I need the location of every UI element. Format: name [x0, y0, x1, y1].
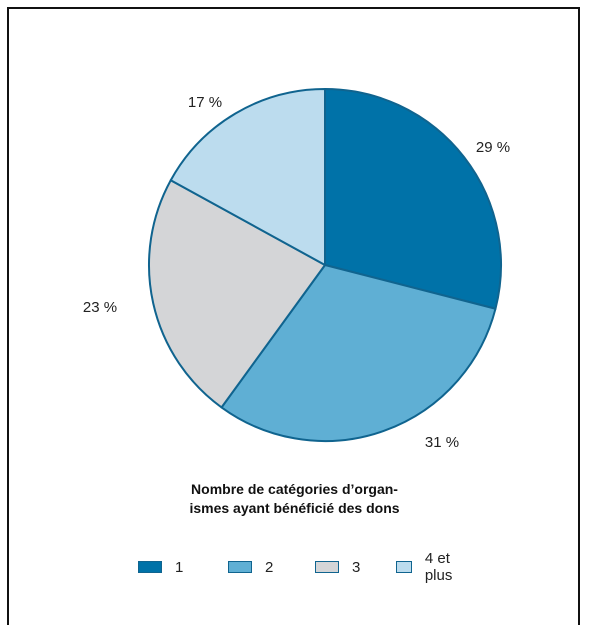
legend-swatch-1: [138, 561, 162, 573]
legend-swatch-3: [315, 561, 339, 573]
pie-labels: 29 % 31 % 23 % 17 %: [83, 94, 510, 451]
slice-label-3: 23 %: [83, 299, 117, 316]
pie-slice-1: [324, 88, 502, 310]
legend-label-3: 3: [352, 558, 361, 576]
pie-slice-4: [169, 88, 326, 266]
pie-slices: [148, 88, 502, 442]
chart-frame: [7, 7, 580, 625]
legend-item-3: 3: [315, 557, 360, 577]
pie-slice-3: [148, 179, 326, 409]
legend-label-4: 4 et plus: [424, 550, 453, 584]
legend-label-1: 1: [175, 558, 184, 576]
legend-title-line-2: ismes ayant bénéficié des dons: [189, 500, 400, 516]
legend-item-1: 1: [138, 557, 183, 577]
slice-label-1: 29 %: [476, 139, 510, 156]
legend-item-2: 2: [228, 557, 273, 577]
legend-swatch-2: [228, 561, 252, 573]
pie-slice-2: [220, 264, 497, 442]
legend-label-2: 2: [265, 558, 274, 576]
legend-swatch-4: [396, 561, 412, 573]
legend-title-line-1: Nombre de catégories d’organ-: [191, 481, 398, 497]
slice-label-4: 17 %: [188, 94, 222, 111]
legend-title: Nombre de catégories d’organ- ismes ayan…: [0, 480, 589, 518]
slice-label-2: 31 %: [425, 434, 459, 451]
legend-item-4: 4 et plus: [396, 550, 461, 584]
